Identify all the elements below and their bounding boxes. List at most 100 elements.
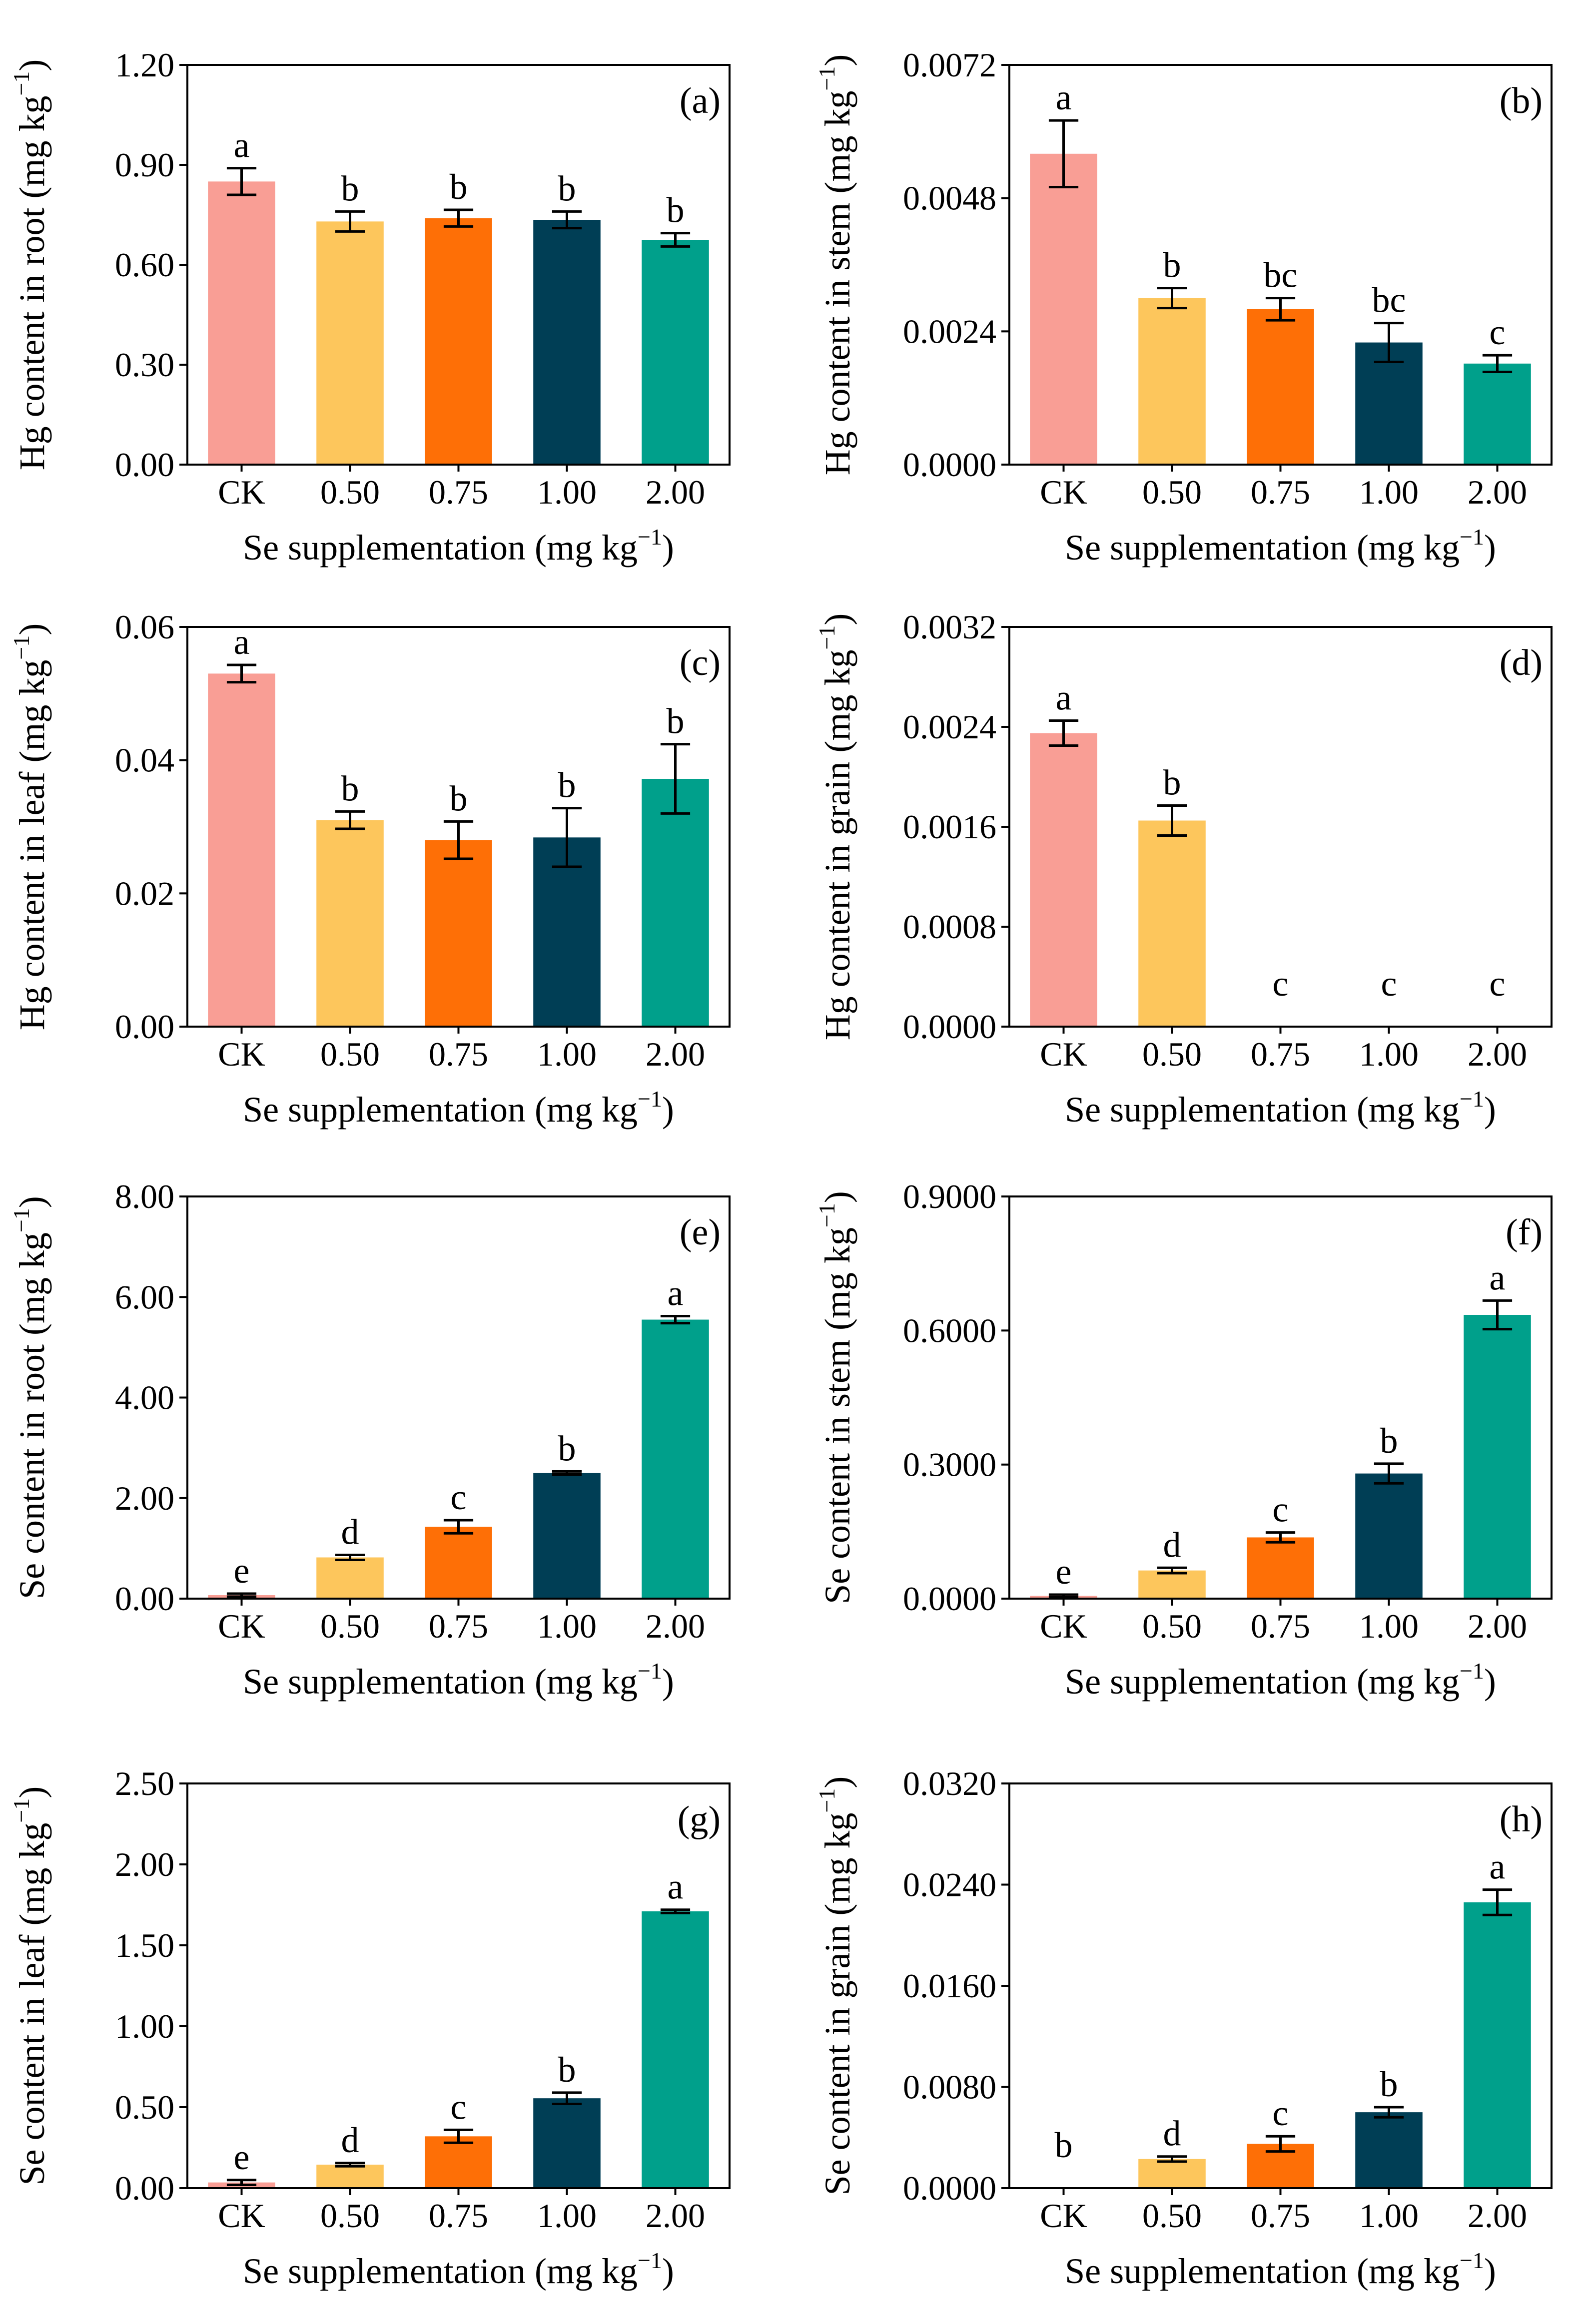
x-tick-label: 2.00 [1468,473,1527,511]
panel-label: (g) [678,1799,721,1840]
x-axis-title-suffix: ) [662,1662,674,1702]
y-tick-label: 0.0016 [903,808,996,846]
x-tick-label: 2.00 [646,1607,705,1645]
significance-letter: d [341,1512,359,1552]
chart-panel: a CK b 0.50 c 0.75 c 1.00 c 2.00 0.0000 0.0008 0.001… [814,608,1553,1130]
plot-frame [186,64,731,466]
y-tick-label: 0.60 [115,246,174,284]
significance-letter: b [558,765,576,805]
significance-letter: a [234,125,250,165]
bar [533,2098,601,2188]
y-axis-title-sup: −1 [8,1208,34,1232]
x-axis-title: Se supplementation (mg kg−1) [1065,1086,1496,1130]
y-tick-label: 2.00 [115,1845,174,1883]
bar [642,1319,709,1599]
x-axis-title: Se supplementation (mg kg−1) [1065,1658,1496,1702]
y-tick-label: 0.0160 [903,1967,996,2005]
y-tick-label: 2.00 [115,1479,174,1517]
significance-letter: a [1056,678,1072,718]
significance-letter: b [1055,2125,1073,2165]
x-tick-label: 0.50 [1142,473,1202,511]
x-tick-label: 1.00 [537,473,597,511]
y-tick-label: 2.50 [115,1764,174,1802]
x-tick-label: 0.50 [1142,2197,1202,2235]
significance-letter: c [1381,964,1397,1004]
y-tick-label: 0.0024 [903,312,996,350]
y-axis-title-sup: −1 [814,66,839,91]
x-tick-label: 1.00 [1359,1607,1419,1645]
significance-letter: a [1490,1847,1506,1887]
x-axis-title-sup: −1 [638,1658,662,1684]
y-tick-label: 0.3000 [903,1446,996,1484]
y-axis-title-suffix: ) [12,1786,52,1798]
significance-letter: b [558,1428,576,1468]
x-tick-label: CK [1040,1607,1087,1645]
y-tick-label: 4.00 [115,1379,174,1417]
significance-letter: b [1380,1421,1398,1461]
x-tick-label: 0.75 [1251,2197,1310,2235]
significance-letter: d [1163,1525,1181,1565]
bar [425,840,492,1027]
panel-label: (h) [1500,1799,1543,1840]
y-tick-label: 0.00 [115,1008,174,1046]
y-axis-title-text: Se content in stem (mg kg [817,1227,857,1604]
y-tick-label: 0.0000 [903,446,996,484]
panel-label: (e) [680,1212,721,1253]
chart-panel: a CK b 0.50 b 0.75 b 1.00 b 2.00 0.00 0.30 0.60 0.90 1… [8,46,731,568]
y-axis-title-sup: −1 [8,1798,34,1823]
x-tick-label: 0.50 [1142,1607,1202,1645]
x-tick-label: CK [218,1607,265,1645]
y-tick-label: 0.90 [115,146,174,184]
y-axis-title-sup: −1 [814,1788,839,1813]
x-tick-label: 2.00 [646,1035,705,1073]
bar [533,837,601,1027]
significance-letter: c [451,1477,467,1517]
significance-letter: b [341,768,359,808]
significance-letter: a [668,1273,684,1313]
x-axis-title-suffix: ) [662,528,674,568]
bar [208,673,275,1027]
y-axis-title-text: Hg content in leaf (mg kg [12,660,52,1031]
x-axis-title-suffix: ) [1484,1090,1496,1130]
x-axis-title-suffix: ) [1484,1662,1496,1702]
x-tick-label: 0.50 [1142,1035,1202,1073]
x-tick-label: 2.00 [646,473,705,511]
x-axis-title-sup: −1 [1460,524,1484,550]
significance-letter: b [667,701,685,741]
x-tick-label: 2.00 [1468,1035,1527,1073]
y-tick-label: 0.30 [115,346,174,384]
y-tick-label: 0.0024 [903,708,996,746]
y-axis-title-suffix: ) [817,1776,857,1788]
x-tick-label: 2.00 [1468,1607,1527,1645]
x-axis-title-text: Se supplementation (mg kg [1065,1090,1460,1130]
x-axis-title-text: Se supplementation (mg kg [243,2251,638,2291]
y-tick-label: 0.0320 [903,1764,996,1802]
bar [316,221,384,465]
y-axis-title: Se content in root (mg kg−1) [8,1196,52,1599]
x-tick-label: CK [1040,1035,1087,1073]
plot-frame [186,1195,731,1600]
significance-letter: a [1056,77,1072,117]
bar [642,1911,709,2188]
x-axis-title-sup: −1 [1460,2248,1484,2273]
panel-label: (a) [680,80,721,121]
x-tick-label: 1.00 [537,2197,597,2235]
significance-letter: c [1273,964,1289,1004]
bar [1030,733,1097,1027]
x-axis-title-suffix: ) [662,1090,674,1130]
significance-letter: a [234,622,250,662]
x-axis-title: Se supplementation (mg kg−1) [243,1658,674,1702]
chart-panel: a CK b 0.50 b 0.75 b 1.00 b 2.00 0.00 0.02 0.04 0.06 (… [8,608,731,1130]
significance-letter: c [1490,312,1506,352]
bar [1138,298,1206,465]
y-tick-label: 0.0032 [903,608,996,646]
y-axis-title-sup: −1 [814,1203,839,1227]
chart-panel: a CK b 0.50 bc 0.75 bc 1.00 c 2.00 0.0000 0.0024 0.0… [814,46,1553,568]
significance-letter: e [234,2137,250,2177]
x-axis-title-sup: −1 [1460,1658,1484,1684]
chart-panel: e CK d 0.50 c 0.75 b 1.00 a 2.00 0.00 0.50 1.00 1.50 2… [8,1764,731,2291]
significance-letter: d [341,2120,359,2160]
y-tick-label: 1.20 [115,46,174,84]
y-axis-title-text: Hg content in root (mg kg [12,96,52,471]
